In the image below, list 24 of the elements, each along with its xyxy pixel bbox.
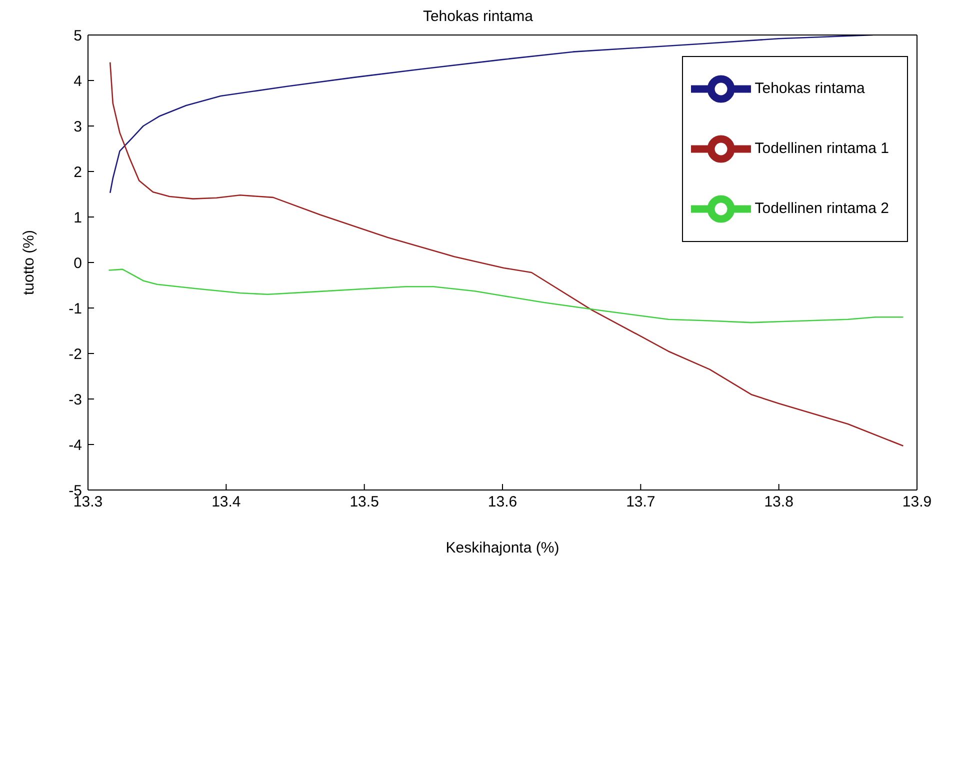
y-tick-label: -2 [68, 346, 82, 363]
line-series [108, 268, 904, 324]
x-tick-label: 13.9 [902, 494, 932, 511]
line-series [109, 62, 904, 447]
y-tick-label: 2 [74, 164, 82, 181]
chart-title: Tehokas rintama [422, 8, 534, 26]
x-tick-label: 13.5 [350, 494, 379, 511]
y-tick-label: 1 [74, 209, 82, 226]
x-tick-label: 13.6 [488, 494, 518, 511]
y-tick-label: -3 [68, 391, 82, 408]
y-tick-label: 0 [74, 254, 82, 272]
legend-label: Todellinen rintama 1 [754, 140, 889, 158]
y-tick-label: 4 [74, 72, 82, 90]
y-tick-label: 5 [74, 27, 82, 44]
x-tick-label: 13.4 [212, 494, 241, 511]
x-tick-label: 13.7 [626, 494, 656, 511]
y-tick-label: -1 [68, 300, 82, 318]
y-tick-label: 3 [74, 118, 82, 136]
y-axis-title: tuotto (%) [20, 230, 38, 296]
legend-label: Todellinen rintama 2 [754, 200, 889, 218]
legend-label: Tehokas rintama [754, 80, 865, 98]
y-tick-label: -4 [68, 436, 82, 454]
x-tick-label: 13.8 [764, 494, 794, 511]
x-axis-title: Keskihajonta (%) [446, 540, 560, 557]
